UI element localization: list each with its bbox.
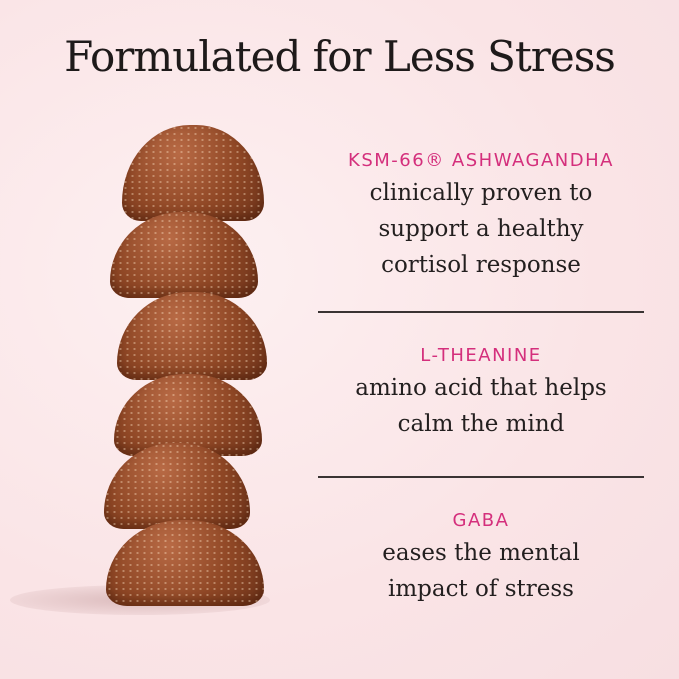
ingredient-line: support a healthy: [378, 216, 584, 242]
ingredient-name: GABA: [452, 510, 510, 531]
ingredient-l-theanine: L-THEANINE amino acid that helps calm th…: [318, 345, 644, 442]
ingredient-line: impact of stress: [388, 576, 574, 602]
gummy: [106, 520, 264, 606]
page-title: Formulated for Less Stress: [64, 32, 616, 81]
ingredient-line: cortisol response: [381, 252, 581, 278]
ingredient-line: calm the mind: [397, 411, 565, 437]
ingredient-name: L-THEANINE: [420, 345, 542, 366]
ingredient-name: KSM-66® ASHWAGANDHA: [348, 150, 614, 171]
ingredient-line: clinically proven to: [369, 180, 593, 206]
ingredient-ashwagandha: KSM-66® ASHWAGANDHA clinically proven to…: [318, 150, 644, 283]
ingredient-line: amino acid that helps: [355, 375, 607, 401]
divider: [318, 311, 644, 313]
gummy: [110, 212, 258, 298]
gummy: [122, 125, 264, 221]
ingredient-gaba: GABA eases the mental impact of stress: [318, 510, 644, 607]
divider: [318, 476, 644, 478]
gummy: [117, 292, 267, 380]
ingredient-line: eases the mental: [382, 540, 580, 566]
